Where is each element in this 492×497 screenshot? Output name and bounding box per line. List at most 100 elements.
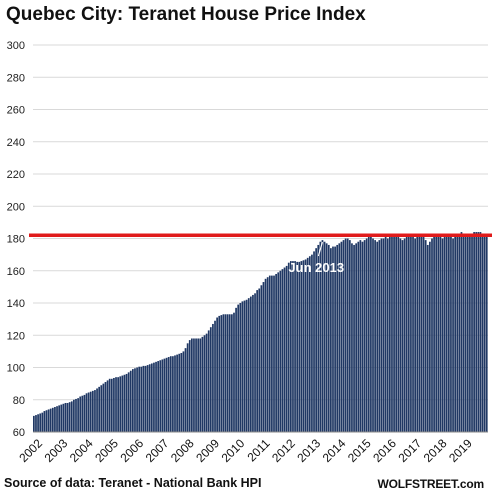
y-tick-label: 200: [7, 201, 25, 213]
bar: [342, 240, 345, 432]
bar: [220, 315, 223, 432]
bar: [81, 395, 84, 432]
bar: [159, 360, 162, 432]
bar: [325, 243, 328, 432]
bar: [386, 238, 389, 432]
bar: [315, 248, 317, 432]
bar: [462, 233, 465, 432]
bar: [138, 366, 141, 432]
bar: [414, 238, 416, 432]
bar: [201, 336, 204, 432]
bar: [35, 415, 37, 432]
bar: [222, 314, 225, 432]
bar: [41, 412, 44, 432]
bar: [365, 238, 368, 432]
bar-series: [33, 232, 488, 433]
bar: [167, 357, 170, 432]
bar: [83, 394, 86, 432]
bar: [75, 398, 77, 432]
bar: [199, 338, 202, 432]
bar: [226, 314, 229, 432]
bar: [188, 340, 191, 432]
bar: [412, 236, 414, 432]
bar: [190, 338, 193, 432]
x-tick-label: 2003: [42, 436, 71, 465]
bar: [418, 235, 421, 432]
bar: [70, 401, 73, 432]
bar: [184, 348, 187, 432]
bar: [460, 232, 463, 432]
bar: [426, 244, 429, 432]
bar: [355, 243, 358, 432]
bar: [458, 233, 461, 432]
bar: [382, 238, 385, 432]
bar: [338, 243, 341, 432]
bar: [477, 232, 480, 432]
bar: [43, 411, 46, 432]
bar: [367, 236, 370, 432]
bar: [275, 273, 277, 432]
bar: [241, 301, 244, 432]
bar: [98, 386, 101, 432]
annotation-group: Jun 2013: [288, 241, 344, 275]
bar: [403, 238, 406, 432]
bar: [155, 361, 157, 432]
bar: [441, 238, 444, 432]
bar: [148, 364, 151, 432]
bar: [334, 246, 336, 432]
x-tick-label: 2005: [92, 436, 121, 465]
bar: [163, 358, 166, 432]
bar: [456, 235, 459, 432]
bar: [176, 354, 178, 432]
bar: [351, 243, 353, 432]
bar: [393, 235, 395, 432]
bar: [117, 377, 119, 432]
bar: [363, 240, 366, 432]
bar: [106, 380, 109, 432]
bar: [287, 262, 290, 432]
bar: [66, 402, 69, 432]
annotation-label: Jun 2013: [288, 260, 344, 275]
bar: [340, 241, 343, 432]
bar: [289, 261, 292, 432]
bar: [129, 370, 132, 432]
bar: [79, 396, 82, 432]
bar: [321, 240, 324, 432]
bar: [260, 285, 263, 432]
bar: [281, 269, 284, 432]
y-tick-label: 300: [7, 40, 25, 52]
bar: [405, 236, 408, 432]
bar: [437, 235, 440, 432]
bar: [249, 296, 252, 432]
bar: [374, 240, 376, 432]
bar: [317, 244, 320, 432]
bar: [146, 365, 149, 432]
bar: [370, 236, 372, 432]
bar: [62, 403, 65, 432]
bar: [348, 240, 351, 432]
bar: [205, 333, 208, 432]
bar: [454, 236, 457, 432]
bar: [119, 376, 122, 432]
bar: [165, 357, 168, 432]
bar: [233, 312, 235, 432]
bar: [91, 390, 94, 432]
bar: [178, 353, 181, 432]
bar: [110, 378, 113, 432]
bar: [94, 390, 96, 432]
bar: [195, 338, 197, 432]
bar: [399, 238, 402, 432]
bar: [292, 261, 294, 432]
y-tick-label: 120: [7, 330, 25, 342]
bar: [336, 244, 339, 432]
bar: [89, 391, 92, 432]
bar: [169, 356, 172, 432]
bar: [68, 402, 71, 432]
bar: [376, 241, 379, 432]
bar: [203, 335, 206, 432]
bar: [172, 356, 174, 432]
bar: [479, 232, 482, 432]
bar: [264, 278, 267, 432]
bar: [298, 261, 301, 432]
bar: [60, 404, 63, 432]
